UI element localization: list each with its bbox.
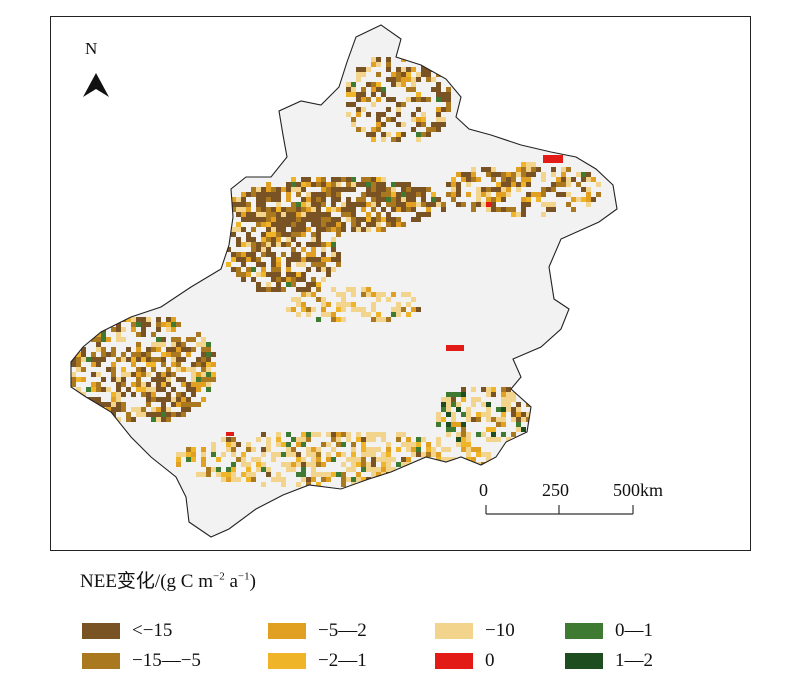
scale-bar	[485, 505, 634, 515]
legend-swatch	[82, 653, 120, 669]
legend-item-lt-neg15: <−15	[82, 620, 172, 642]
region-fill	[71, 25, 617, 537]
map-canvas[interactable]	[51, 17, 752, 552]
legend-label: −10	[485, 620, 515, 641]
legend-swatch	[268, 623, 306, 639]
legend-item-neg15-neg5: −15—−5	[82, 650, 201, 672]
legend-label: −5—2	[318, 620, 367, 641]
scale-tick-250: 250	[542, 480, 569, 500]
legend-item-0: 0	[435, 650, 495, 672]
map-frame: N 0 250 500km	[50, 16, 751, 551]
region-boundary	[70, 24, 618, 538]
legend-label: −2—1	[318, 650, 367, 671]
legend-label: 0—1	[615, 620, 653, 641]
legend-item-1-2: 1—2	[565, 650, 653, 672]
scale-tick-500km: 500km	[613, 480, 664, 500]
legend-swatch	[82, 623, 120, 639]
legend-label: 0	[485, 650, 495, 671]
nee-raster	[71, 57, 601, 487]
legend-swatch	[565, 653, 603, 669]
legend-swatch	[435, 623, 473, 639]
north-arrow-icon	[83, 73, 109, 97]
north-label: N	[85, 39, 98, 58]
legend-label: 1—2	[615, 650, 653, 671]
legend-label: <−15	[132, 620, 173, 641]
legend-swatch	[268, 653, 306, 669]
legend-swatch	[435, 653, 473, 669]
legend-swatch	[565, 623, 603, 639]
legend-title: NEE变化/(g C m−2 a−1)	[80, 570, 256, 592]
legend-item-0-1: 0—1	[565, 620, 653, 642]
legend-item-neg5-2: −5—2	[268, 620, 367, 642]
legend-label: −15—−5	[132, 650, 201, 671]
scale-tick-0: 0	[479, 480, 488, 500]
legend-item-neg10: −10	[435, 620, 515, 642]
legend-item-neg2-1: −2—1	[268, 650, 367, 672]
